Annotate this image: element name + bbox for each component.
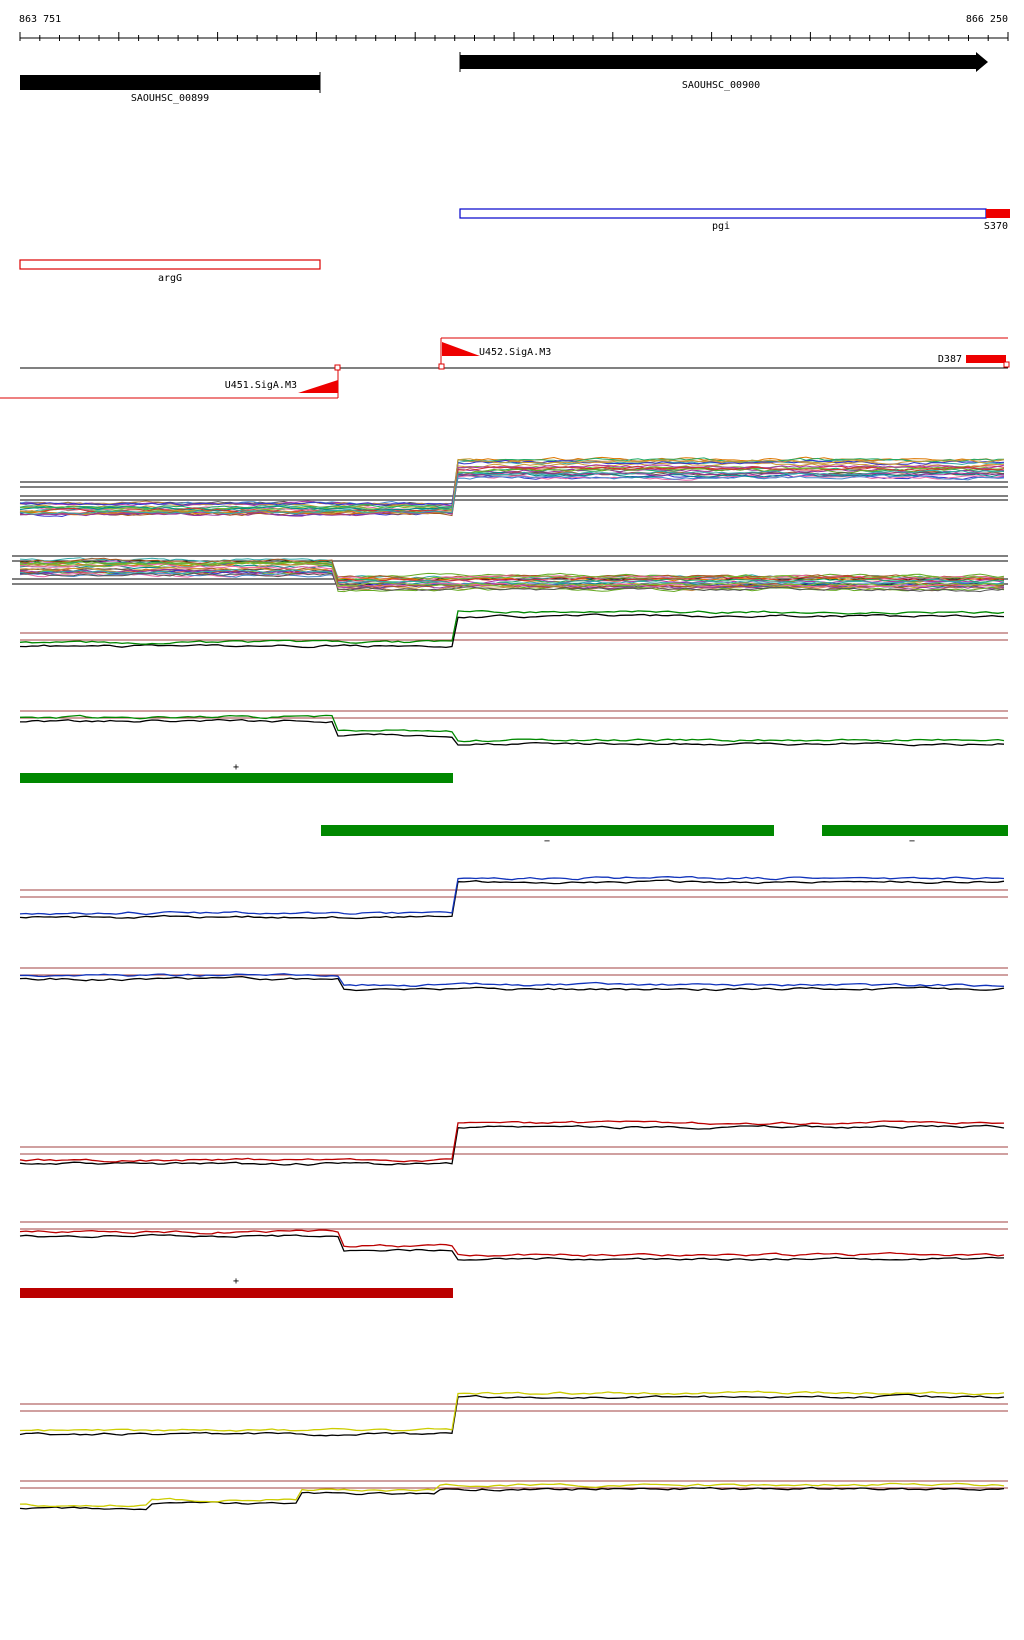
- segment-bar-green[interactable]: [321, 825, 774, 836]
- condition-profile-line: [19, 457, 1005, 509]
- feature-box-pgi[interactable]: [459, 208, 987, 219]
- condition-profile-line: [19, 572, 1005, 581]
- replicate-profile-black: [19, 975, 1005, 992]
- ruler-start-label: 863 751: [19, 14, 61, 25]
- replicate-profile-colored: [19, 714, 1005, 743]
- feature-label-argG: argG: [158, 273, 182, 284]
- condition-profile-line: [19, 569, 1005, 582]
- condition-profile-line: [19, 561, 1005, 587]
- condition-profile-line: [19, 474, 1005, 506]
- multi-condition-profiles: [12, 456, 1008, 593]
- replicate-profile-black: [19, 1233, 1005, 1261]
- replicate-profile-black: [20, 718, 1005, 747]
- profile-bundle-reverse: [12, 555, 1008, 593]
- condition-profile-line: [19, 568, 1005, 585]
- green-profile-forward: [19, 610, 1008, 649]
- feature-terminal-block: [986, 209, 1010, 218]
- replicate-profile-colored: [19, 1482, 1005, 1508]
- promoter-label: U451.SigA.M3: [225, 380, 297, 391]
- terminator-block[interactable]: [966, 355, 1006, 363]
- gene-bar[interactable]: [20, 75, 320, 90]
- condition-tracks: + − − +: [19, 610, 1008, 1511]
- replicate-profile-colored: [19, 1390, 1005, 1432]
- condition-profile-line: [19, 458, 1005, 516]
- condition-profile-line: [19, 465, 1005, 515]
- yellow-profile-forward: [19, 1390, 1008, 1437]
- replicate-profile-colored: [19, 875, 1005, 916]
- promoter-marker: [438, 363, 445, 370]
- condition-profile-line: [19, 561, 1005, 581]
- coordinate-ruler: 863 751 866 250: [19, 14, 1009, 41]
- promoter-flag-forward[interactable]: [442, 342, 480, 356]
- condition-profile-line: [19, 474, 1005, 511]
- profile-bundle-forward: [19, 456, 1008, 518]
- gene-arrow[interactable]: [460, 52, 988, 72]
- promoter-marker: [334, 364, 341, 371]
- segment-bar-green[interactable]: [822, 825, 1008, 836]
- replicate-profile-black: [19, 613, 1005, 649]
- feature-tag-label: S370: [984, 221, 1008, 232]
- promoter-flag-reverse[interactable]: [298, 380, 338, 393]
- segment-bar-green[interactable]: [20, 773, 453, 783]
- feature-label-pgi: pgi: [712, 221, 730, 232]
- condition-profile-line: [19, 459, 1005, 506]
- replicate-profile-colored: [19, 610, 1005, 645]
- gene-label: SAOUHSC_00899: [131, 93, 209, 104]
- ruler-ticks: [19, 32, 1009, 41]
- replicate-profile-black: [19, 1486, 1005, 1511]
- condition-profile-line: [19, 469, 1005, 515]
- replicate-profile-black: [19, 1393, 1005, 1437]
- replicate-profile-colored: [19, 1120, 1005, 1163]
- replicate-profile-black: [19, 1124, 1005, 1166]
- gene-label: SAOUHSC_00900: [682, 80, 760, 91]
- feature-track: pgi S370 argG: [19, 208, 1010, 284]
- red-profile-reverse: [19, 1221, 1008, 1261]
- segment-bar-red[interactable]: [20, 1288, 453, 1298]
- red-profile-forward: [19, 1120, 1008, 1166]
- replicate-profile-colored: [19, 973, 1005, 987]
- segment-sign: −: [544, 836, 550, 847]
- promoter-track: U452.SigA.M3 U451.SigA.M3 D387: [0, 337, 1010, 399]
- segment-sign: −: [909, 836, 915, 847]
- condition-profile-line: [19, 572, 1005, 593]
- ruler-end-label: 866 250: [966, 14, 1008, 25]
- blue-profile-reverse: [19, 967, 1008, 992]
- terminator-marker: [1003, 361, 1010, 368]
- green-profile-reverse: [19, 710, 1008, 747]
- promoter-label: U452.SigA.M3: [479, 347, 551, 358]
- terminator-label: D387: [938, 354, 962, 365]
- blue-profile-forward: [19, 875, 1008, 920]
- replicate-profile-colored: [19, 1229, 1005, 1257]
- replicate-profile-black: [19, 879, 1005, 920]
- feature-box-argG[interactable]: [19, 259, 321, 270]
- segment-sign: +: [233, 1276, 239, 1287]
- gene-track: SAOUHSC_00899 SAOUHSC_00900: [20, 52, 988, 104]
- segment-sign: +: [233, 762, 239, 773]
- yellow-profile-reverse: [19, 1480, 1008, 1511]
